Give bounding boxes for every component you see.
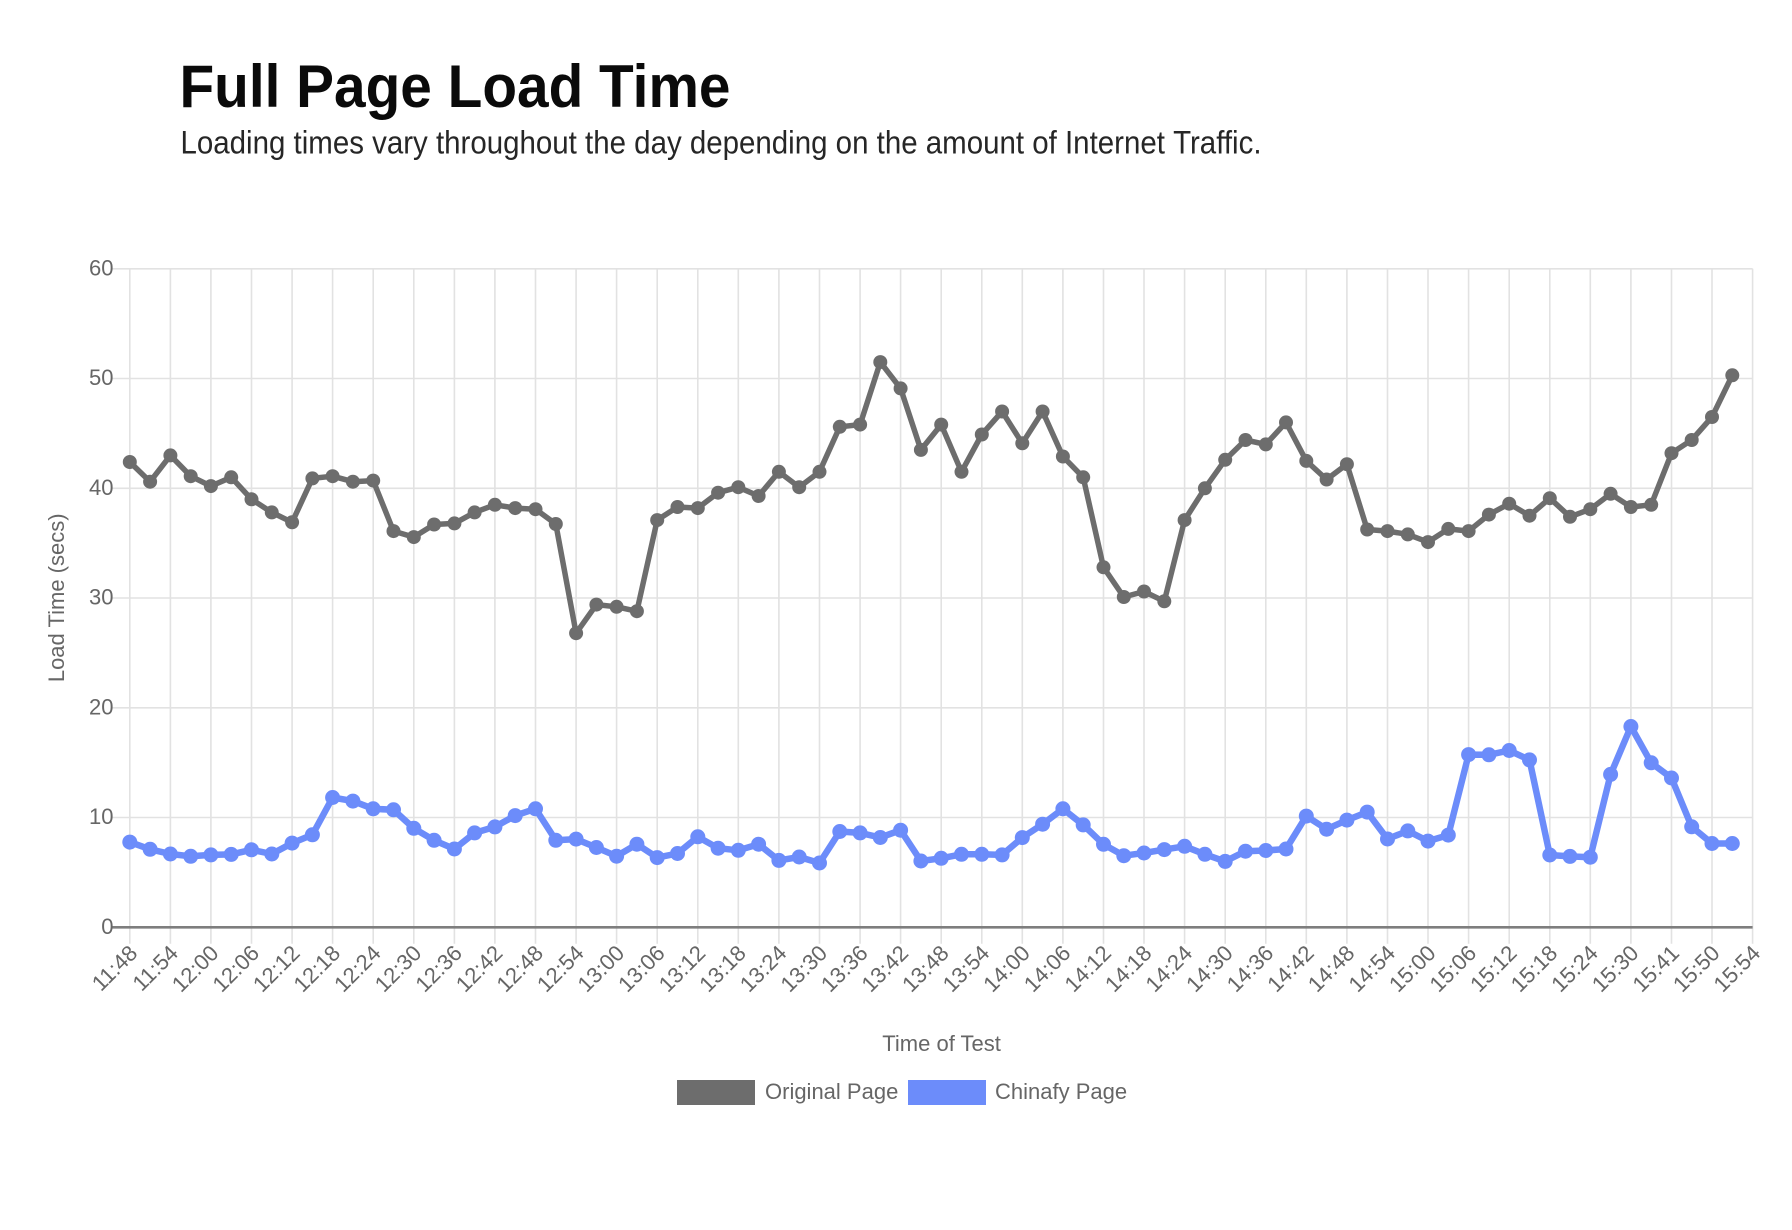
svg-text:20: 20 xyxy=(89,694,113,719)
svg-text:12:24: 12:24 xyxy=(329,940,386,997)
svg-text:14:12: 14:12 xyxy=(1059,940,1116,997)
svg-text:30: 30 xyxy=(89,585,113,610)
svg-text:13:00: 13:00 xyxy=(573,940,630,997)
svg-text:12:18: 12:18 xyxy=(289,940,346,997)
svg-text:14:06: 14:06 xyxy=(1019,940,1076,997)
svg-text:14:30: 14:30 xyxy=(1181,940,1238,997)
svg-text:15:24: 15:24 xyxy=(1546,940,1603,997)
svg-text:13:54: 13:54 xyxy=(938,940,995,997)
svg-text:12:42: 12:42 xyxy=(451,940,508,997)
svg-text:Full Page Load Time: Full Page Load Time xyxy=(180,53,731,120)
svg-text:12:12: 12:12 xyxy=(248,940,305,997)
svg-text:15:54: 15:54 xyxy=(1709,940,1766,997)
svg-text:13:06: 13:06 xyxy=(613,940,670,997)
svg-text:50: 50 xyxy=(89,365,113,390)
svg-text:14:18: 14:18 xyxy=(1100,940,1157,997)
svg-text:Loading times vary throughout: Loading times vary throughout the day de… xyxy=(181,125,1262,161)
svg-text:12:36: 12:36 xyxy=(410,940,467,997)
svg-text:12:06: 12:06 xyxy=(207,940,264,997)
svg-text:15:00: 15:00 xyxy=(1384,940,1441,997)
svg-text:14:24: 14:24 xyxy=(1141,940,1198,997)
svg-text:14:36: 14:36 xyxy=(1222,940,1279,997)
svg-text:15:18: 15:18 xyxy=(1506,940,1563,997)
svg-text:13:42: 13:42 xyxy=(857,940,914,997)
svg-text:15:06: 15:06 xyxy=(1425,940,1482,997)
svg-text:15:30: 15:30 xyxy=(1587,940,1644,997)
svg-text:15:12: 15:12 xyxy=(1465,940,1522,997)
svg-text:12:00: 12:00 xyxy=(167,940,224,997)
svg-text:11:48: 11:48 xyxy=(87,940,142,995)
svg-text:Load Time (secs): Load Time (secs) xyxy=(44,513,69,682)
svg-text:13:24: 13:24 xyxy=(735,940,792,997)
svg-text:12:54: 12:54 xyxy=(532,940,589,997)
svg-text:13:48: 13:48 xyxy=(897,940,954,997)
svg-text:14:00: 14:00 xyxy=(978,940,1035,997)
svg-text:13:36: 13:36 xyxy=(816,940,873,997)
svg-text:13:12: 13:12 xyxy=(654,940,711,997)
svg-text:14:42: 14:42 xyxy=(1262,940,1319,997)
svg-text:Time of Test: Time of Test xyxy=(882,1031,1001,1056)
svg-text:15:41: 15:41 xyxy=(1627,940,1684,997)
svg-text:12:30: 12:30 xyxy=(370,940,427,997)
svg-text:15:50: 15:50 xyxy=(1668,940,1725,997)
svg-text:Original Page: Original Page xyxy=(765,1079,898,1104)
svg-text:60: 60 xyxy=(89,255,113,280)
svg-text:Chinafy Page: Chinafy Page xyxy=(995,1079,1127,1104)
svg-text:10: 10 xyxy=(89,804,113,829)
svg-text:14:48: 14:48 xyxy=(1303,940,1360,997)
svg-text:14:54: 14:54 xyxy=(1343,940,1400,997)
svg-text:13:18: 13:18 xyxy=(694,940,751,997)
svg-text:40: 40 xyxy=(89,475,113,500)
svg-text:0: 0 xyxy=(101,914,113,939)
svg-text:13:30: 13:30 xyxy=(775,940,832,997)
svg-text:12:48: 12:48 xyxy=(491,940,548,997)
